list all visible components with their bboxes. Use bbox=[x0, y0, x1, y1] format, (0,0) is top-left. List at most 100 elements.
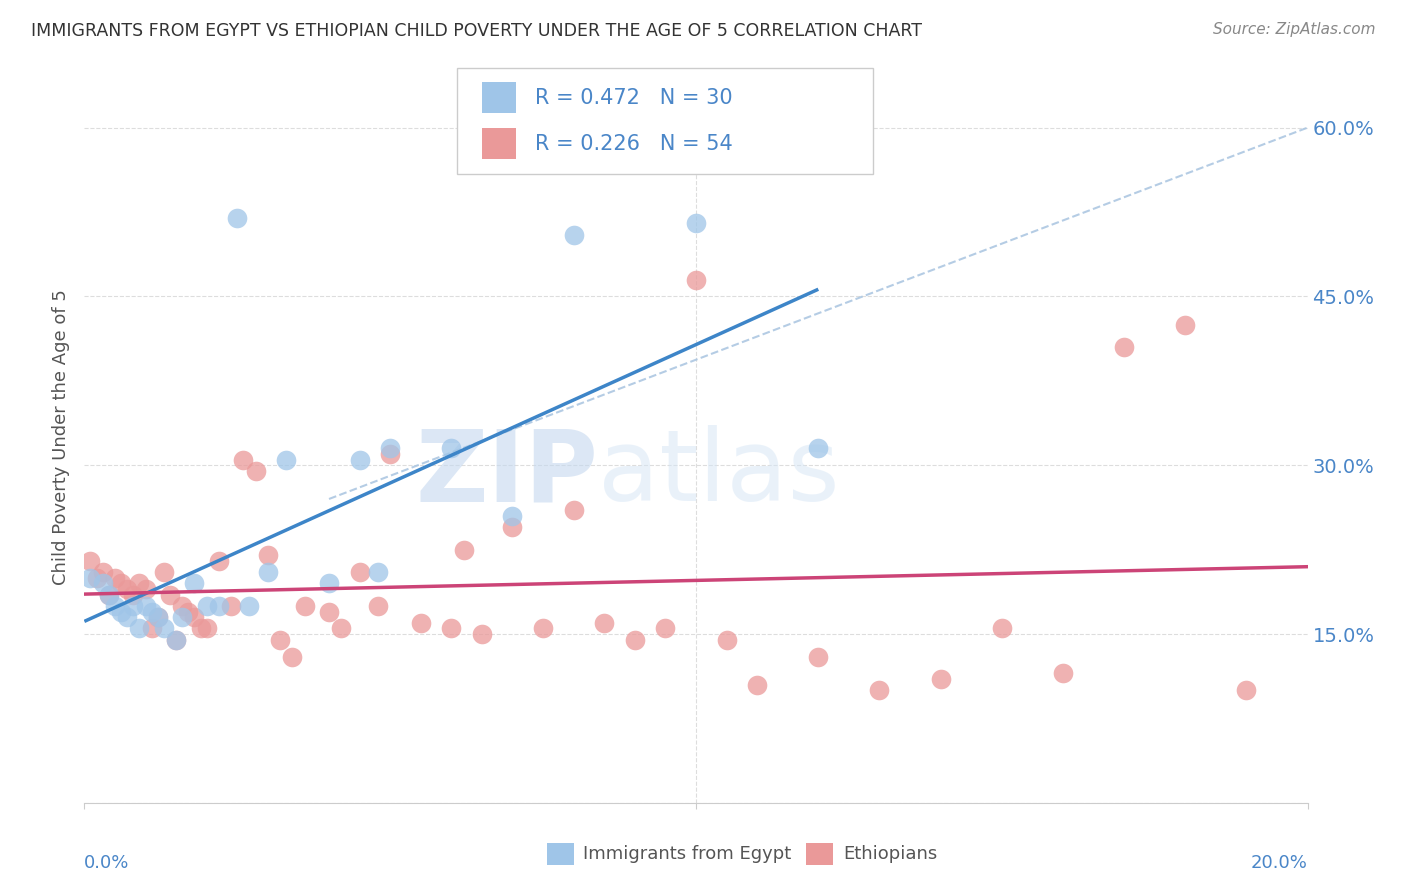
Point bbox=[146, 610, 169, 624]
Point bbox=[281, 649, 304, 664]
Point bbox=[238, 599, 260, 613]
Point bbox=[141, 605, 163, 619]
Point bbox=[183, 576, 205, 591]
Point bbox=[807, 649, 830, 664]
Bar bbox=[482, 128, 516, 159]
Point bbox=[257, 565, 280, 579]
Text: IMMIGRANTS FROM EGYPT VS ETHIOPIAN CHILD POVERTY UNDER THE AGE OF 5 CORRELATION : IMMIGRANTS FROM EGYPT VS ETHIOPIAN CHILD… bbox=[31, 22, 922, 40]
Bar bbox=[482, 82, 516, 113]
Point bbox=[685, 216, 707, 230]
Point bbox=[110, 605, 132, 619]
Point bbox=[330, 621, 353, 635]
Point bbox=[153, 565, 176, 579]
Point bbox=[294, 599, 316, 613]
Point bbox=[807, 442, 830, 456]
Point bbox=[172, 599, 194, 613]
Point bbox=[380, 442, 402, 456]
Point bbox=[91, 576, 114, 591]
Point bbox=[367, 599, 389, 613]
Point bbox=[531, 621, 554, 635]
Point bbox=[128, 576, 150, 591]
Point bbox=[104, 571, 127, 585]
Point bbox=[135, 582, 157, 596]
Point bbox=[245, 464, 267, 478]
Point bbox=[1052, 666, 1074, 681]
Point bbox=[685, 272, 707, 286]
Point bbox=[747, 678, 769, 692]
Text: Ethiopians: Ethiopians bbox=[842, 845, 936, 863]
Point bbox=[153, 621, 176, 635]
Point bbox=[177, 605, 200, 619]
Point bbox=[318, 576, 340, 591]
Text: R = 0.226   N = 54: R = 0.226 N = 54 bbox=[534, 134, 733, 153]
Point bbox=[208, 599, 231, 613]
Point bbox=[226, 211, 249, 225]
Point bbox=[183, 610, 205, 624]
Point bbox=[97, 588, 120, 602]
Point bbox=[440, 442, 463, 456]
Bar bbox=[806, 843, 832, 865]
Point bbox=[409, 615, 432, 630]
Text: atlas: atlas bbox=[598, 425, 839, 522]
Point bbox=[257, 548, 280, 562]
Point bbox=[562, 503, 585, 517]
Point bbox=[349, 452, 371, 467]
Point bbox=[122, 588, 145, 602]
Point bbox=[562, 227, 585, 242]
Point bbox=[349, 565, 371, 579]
Point bbox=[929, 672, 952, 686]
Point bbox=[502, 508, 524, 523]
Text: Immigrants from Egypt: Immigrants from Egypt bbox=[583, 845, 792, 863]
Point bbox=[165, 632, 187, 647]
Point bbox=[159, 588, 181, 602]
Point bbox=[1174, 318, 1197, 332]
Point bbox=[146, 610, 169, 624]
Text: ZIP: ZIP bbox=[415, 425, 598, 522]
Point bbox=[86, 571, 108, 585]
Point bbox=[195, 599, 218, 613]
Point bbox=[593, 615, 616, 630]
Point bbox=[232, 452, 254, 467]
Point bbox=[269, 632, 291, 647]
Bar bbox=[547, 843, 574, 865]
Point bbox=[110, 576, 132, 591]
Point bbox=[122, 599, 145, 613]
Point bbox=[276, 452, 298, 467]
Text: R = 0.472   N = 30: R = 0.472 N = 30 bbox=[534, 87, 733, 108]
Point bbox=[208, 554, 231, 568]
Point bbox=[471, 627, 494, 641]
Point bbox=[190, 621, 212, 635]
Point bbox=[172, 610, 194, 624]
Point bbox=[79, 571, 101, 585]
Point bbox=[104, 599, 127, 613]
Y-axis label: Child Poverty Under the Age of 5: Child Poverty Under the Age of 5 bbox=[52, 289, 70, 585]
Point bbox=[1236, 683, 1258, 698]
FancyBboxPatch shape bbox=[457, 68, 873, 174]
Point bbox=[79, 554, 101, 568]
Point bbox=[991, 621, 1014, 635]
Point bbox=[869, 683, 891, 698]
Point bbox=[97, 588, 120, 602]
Point bbox=[91, 565, 114, 579]
Point bbox=[440, 621, 463, 635]
Point bbox=[219, 599, 242, 613]
Point bbox=[141, 621, 163, 635]
Text: Source: ZipAtlas.com: Source: ZipAtlas.com bbox=[1212, 22, 1375, 37]
Point bbox=[380, 447, 402, 461]
Text: 0.0%: 0.0% bbox=[84, 854, 129, 872]
Point bbox=[716, 632, 738, 647]
Point bbox=[318, 605, 340, 619]
Point bbox=[367, 565, 389, 579]
Point bbox=[1114, 340, 1136, 354]
Point bbox=[115, 610, 138, 624]
Point bbox=[115, 582, 138, 596]
Point bbox=[654, 621, 676, 635]
Point bbox=[453, 542, 475, 557]
Point bbox=[502, 520, 524, 534]
Point bbox=[624, 632, 647, 647]
Point bbox=[165, 632, 187, 647]
Point bbox=[128, 621, 150, 635]
Text: 20.0%: 20.0% bbox=[1251, 854, 1308, 872]
Point bbox=[135, 599, 157, 613]
Point bbox=[195, 621, 218, 635]
